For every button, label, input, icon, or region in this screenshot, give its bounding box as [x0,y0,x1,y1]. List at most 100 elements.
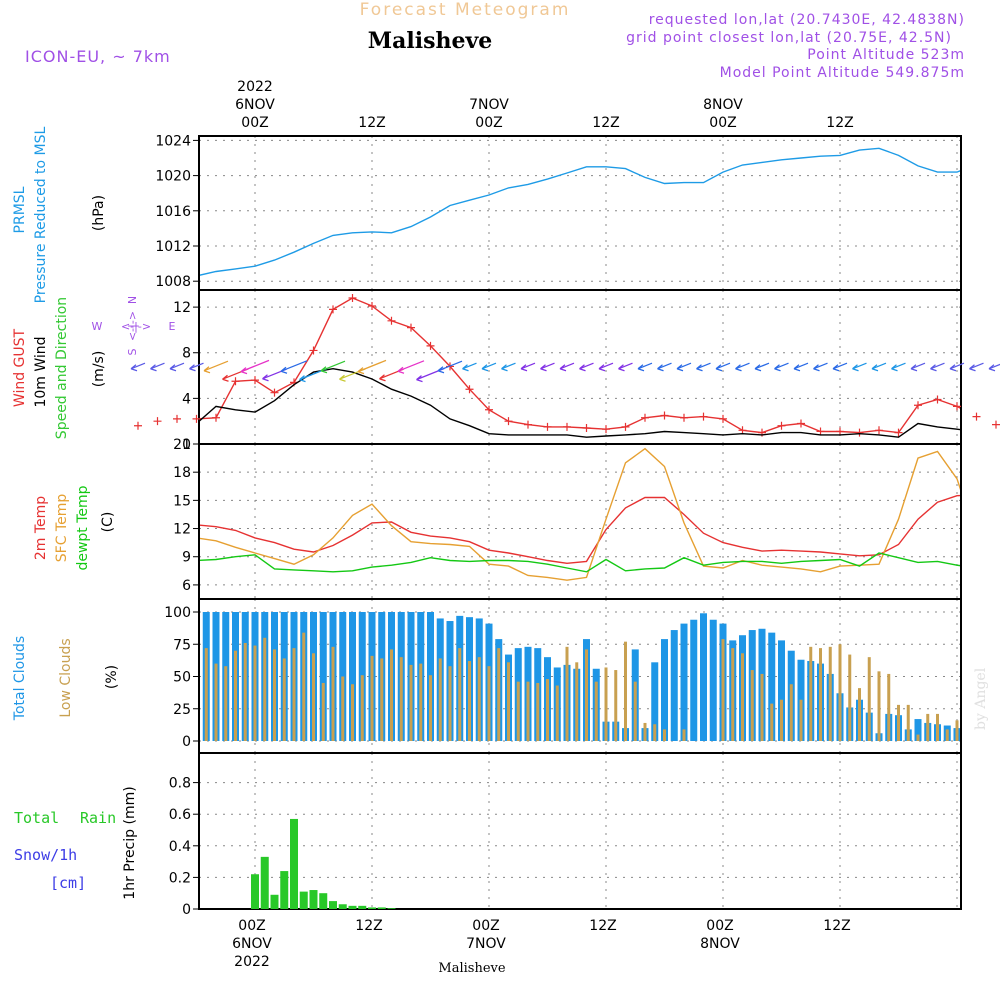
rain-bar [329,901,337,909]
gust-marker [992,420,1000,429]
wind-arrow [540,362,555,372]
rain-label: Rain [80,809,116,827]
low-cloud-bar [146,674,149,741]
total-cloud-bar [963,726,970,741]
low-cloud-bar [965,723,968,741]
gust-marker [153,417,162,426]
low-cloud-bar [292,648,296,741]
low-cloud-bar [409,664,413,741]
wind-arrow [481,362,497,372]
gust-marker [933,395,942,404]
gust-marker [738,426,747,435]
gust-marker [836,427,844,436]
precip-panel: 0.8 0.6 0.4 0.2 0 [169,752,962,918]
precip-tick-label: 0 [182,902,191,918]
rain-bar [290,818,298,909]
wind-arrow [774,362,789,372]
low-clouds-label: Low Clouds [58,638,74,717]
total-cloud-bar [680,623,688,741]
compass-s: S [126,348,139,355]
gust-marker [719,414,727,423]
low-cloud-bar [214,663,218,741]
rain-bar [358,905,367,909]
pressure-tick-label: 1016 [155,204,191,220]
wind-arrow [501,362,516,372]
gust-marker [231,377,240,386]
pressure-tick-label: 1024 [155,133,191,149]
low-cloud-bar [653,724,657,741]
low-cloud-bar [526,681,530,741]
dewpt-label: dewpt Temp [75,485,91,570]
gust-marker [329,305,337,314]
location-title: Malisheve [368,28,492,54]
gust-marker [212,413,220,422]
low-cloud-bar [438,658,442,741]
gust-marker [855,428,864,437]
low-cloud-bar [282,658,286,741]
pressure-frame [198,135,962,291]
rain-bar [319,893,328,909]
header: Forecast Meteogram Malisheve ICON-EU, ~ … [25,0,989,730]
wind-label: 10m Wind [33,336,49,407]
top-day-label: 6NOV [235,97,275,113]
low-cloud-bar [468,661,471,741]
wind-arrow [150,362,165,372]
low-cloud-bar [351,684,354,741]
rain-bar [377,907,386,909]
bottom-location: Malisheve [438,961,505,976]
wind-tick-label: 12 [173,300,191,316]
total-cloud-bar [690,619,698,741]
wind-arrow [813,362,828,372]
wind-arrow [676,362,692,372]
temp-tick-label: 15 [173,493,191,509]
cloud-tick-label: 50 [173,670,191,686]
cloud-tick-label: 0 [182,734,191,750]
low-cloud-bar [955,720,959,741]
gust-marker [524,420,532,429]
wind-arrow [832,362,848,372]
low-cloud-bar [663,729,666,741]
plots: 1024102010161012100812840211815129610075… [130,133,1000,918]
cloud-tick-label: 100 [164,605,191,621]
temp-tick-label: 12 [173,522,191,538]
gust-marker [173,414,181,423]
low-cloud-bar [945,729,949,741]
low-cloud-bar [234,650,237,741]
wind-arrow [793,362,809,372]
top-day-label: 7NOV [469,97,509,113]
low-cloud-bar [926,713,930,741]
low-cloud-bar [166,707,169,741]
wind-arrow [203,360,229,374]
wind-arrow [240,359,270,375]
gust-marker [894,428,903,437]
gust-marker [563,422,571,431]
gust-marker [348,293,357,302]
low-cloud-bar [565,646,569,741]
low-cloud-bar [360,675,364,741]
cloud-tick-label: 75 [173,637,191,653]
total-cloud-bar [349,612,356,741]
bottom-time-axis: 2022 Malisheve 00Z 12Z 00Z 12Z 00Z 12Z 6NOV 7NO… [232,918,851,976]
total-cloud-bar [144,612,151,741]
top-title: Forecast Meteogram [360,0,571,20]
low-cloud-bar [604,667,608,741]
gust-marker [426,341,435,350]
compass-n: N [126,296,139,304]
pressure-series [200,147,960,276]
panel-labels: PRMSL Pressure Reduced to MSL (hPa) Wind… [12,126,138,899]
low-cloud-bar [741,653,744,741]
total-cloud-bar [319,612,327,741]
temp-tick-label: 18 [173,465,191,481]
low-cloud-bar [487,666,491,741]
low-cloud-bar [370,655,374,741]
credit: by Angel [973,667,989,730]
gust-marker [797,419,805,428]
bottom-day-label: 8NOV [700,936,740,952]
rain-bar [251,874,259,909]
low-cloud-bar [614,670,618,741]
wind-tick-label: 8 [182,346,191,362]
rain-bar [387,908,396,909]
low-cloud-bar [204,648,208,741]
bottom-time-tick: 00Z [472,918,499,934]
total-cloud-bar [670,630,678,741]
